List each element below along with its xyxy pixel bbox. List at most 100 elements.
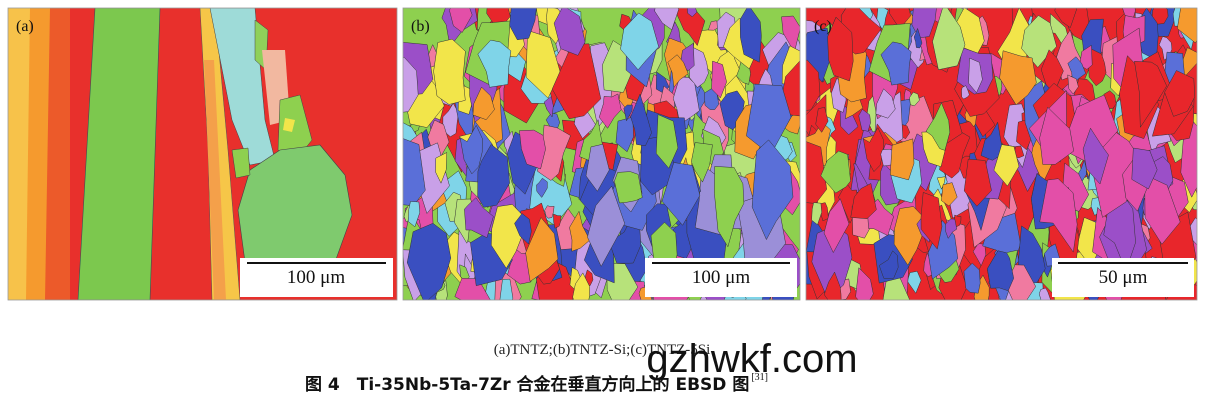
grain [954,214,962,228]
grain [553,8,586,56]
grain [509,8,537,41]
panel-label: (a) [16,18,34,35]
grain [1079,44,1093,70]
grain [620,12,659,71]
grain [672,76,700,125]
grain [553,213,562,229]
grain [975,108,996,138]
grain [815,107,829,133]
grain [751,139,794,241]
grain [820,150,851,194]
grain [407,201,421,228]
grain [711,60,727,99]
grain [1078,158,1087,183]
grain [569,210,591,252]
grain [963,158,992,207]
grain [850,183,877,219]
grain [855,267,874,300]
panel-frame [7,7,398,301]
grain [907,271,922,294]
grain [1164,70,1196,117]
grain [909,91,920,107]
scale-bar: 100 μm [240,258,393,297]
grain [499,278,514,300]
grain [449,8,473,33]
grain [811,225,853,300]
grain [661,162,701,226]
scale-bar: 50 μm [1052,258,1194,297]
grain [806,59,821,111]
grain [889,138,915,181]
grain [1038,287,1051,300]
grain [945,218,958,239]
grain [1039,178,1078,253]
reference: [31] [751,372,768,383]
grain [551,43,602,120]
grain [875,88,896,119]
grain [1177,8,1197,44]
grain [435,152,448,184]
scale-label: 100 μm [287,267,345,288]
grain [491,204,525,269]
grain [781,15,800,53]
panel-frame [402,7,801,301]
panel-frame [805,7,1198,301]
grain [811,202,822,226]
grain [1067,56,1087,87]
grain [406,223,452,300]
grain [880,41,912,86]
grain [920,192,943,250]
grain [655,114,679,169]
grain [999,50,1037,106]
grain [654,8,679,31]
grain [525,217,559,282]
ebsd-map-c [806,8,1197,300]
grain [1134,61,1167,129]
grain [403,56,419,113]
grain [477,144,510,208]
grain [514,213,532,245]
grain [472,86,495,120]
grain [963,262,981,294]
grain [936,176,946,190]
grain [1082,127,1109,185]
grain [477,39,512,88]
grain [464,197,494,239]
grain [572,272,590,300]
grain [987,250,1014,292]
grain [587,185,625,267]
grain [691,142,713,183]
grain [827,16,854,82]
grain [968,57,983,94]
grain [614,171,643,204]
grain [925,102,951,151]
grain [623,104,633,122]
scale-label: 100 μm [692,267,750,288]
caption: (a)TNTZ;(b)TNTZ-Si;(c)TNTZ-5Si [494,342,711,358]
grain [667,54,689,88]
grain [941,182,958,207]
grain [433,38,466,105]
grain [882,275,910,300]
grain [1054,8,1077,29]
panel-label: (b) [411,18,430,35]
grain [913,27,923,49]
grain [525,30,561,99]
grain [893,206,925,266]
grain [1151,8,1169,25]
grain [993,144,1020,187]
grain [739,8,762,63]
grain [1067,74,1079,95]
grain [519,129,546,170]
grain [862,127,884,173]
grain [1131,147,1158,190]
grain [598,93,622,129]
grain [585,143,610,192]
grain [536,177,548,198]
grain [980,121,1004,161]
grain [1039,106,1074,165]
grain [1180,121,1197,198]
ebsd-map-a [8,8,397,300]
grain [714,166,745,248]
